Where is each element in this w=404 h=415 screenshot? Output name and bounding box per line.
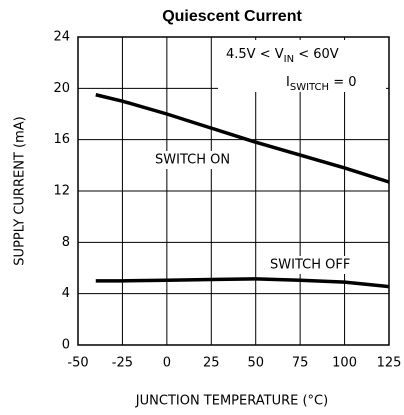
y-tick-label: 20	[53, 81, 70, 96]
annotation: ISWITCH = 0	[286, 75, 357, 94]
series-label-bg	[151, 151, 249, 169]
annotation: 4.5V < VIN < 60V	[226, 47, 339, 66]
y-tick-label: 24	[53, 30, 70, 45]
y-tick-label: 8	[62, 235, 70, 250]
x-tick-label: 100	[332, 356, 357, 371]
annotation-text: 4.5V < V	[226, 47, 284, 62]
x-tick-label: 75	[292, 356, 309, 371]
x-tick-label: -25	[112, 356, 133, 371]
x-tick-label: 25	[203, 356, 220, 371]
annotation-bg	[218, 40, 386, 92]
series-label-bg	[266, 256, 364, 274]
plot-frame	[77, 36, 390, 346]
series-label: SWITCH ON	[155, 153, 230, 168]
x-axis-label: JUNCTION TEMPERATURE (°C)	[135, 394, 328, 409]
series-line	[95, 277, 390, 289]
x-tick-label: -50	[67, 356, 88, 371]
x-tick-label: 125	[377, 356, 402, 371]
annotation-rest: = 0	[329, 75, 356, 90]
annotation-rest: < 60V	[294, 47, 339, 62]
x-tick-label: 0	[163, 356, 171, 371]
y-tick-label: 4	[62, 286, 70, 301]
x-tick-label: 50	[247, 356, 264, 371]
y-tick-label: 16	[53, 132, 70, 147]
y-tick-label: 0	[62, 338, 70, 353]
series-label: SWITCH OFF	[270, 258, 350, 273]
annotation-sub: SWITCH	[290, 82, 329, 93]
y-axis-label: SUPPLY CURRENT (mA)	[13, 116, 28, 265]
annotation-text: I	[286, 75, 290, 90]
annotation-sub: IN	[284, 54, 294, 65]
y-tick-label: 12	[53, 184, 70, 199]
series-line	[95, 93, 390, 184]
chart-title: Quiescent Current	[162, 8, 302, 25]
